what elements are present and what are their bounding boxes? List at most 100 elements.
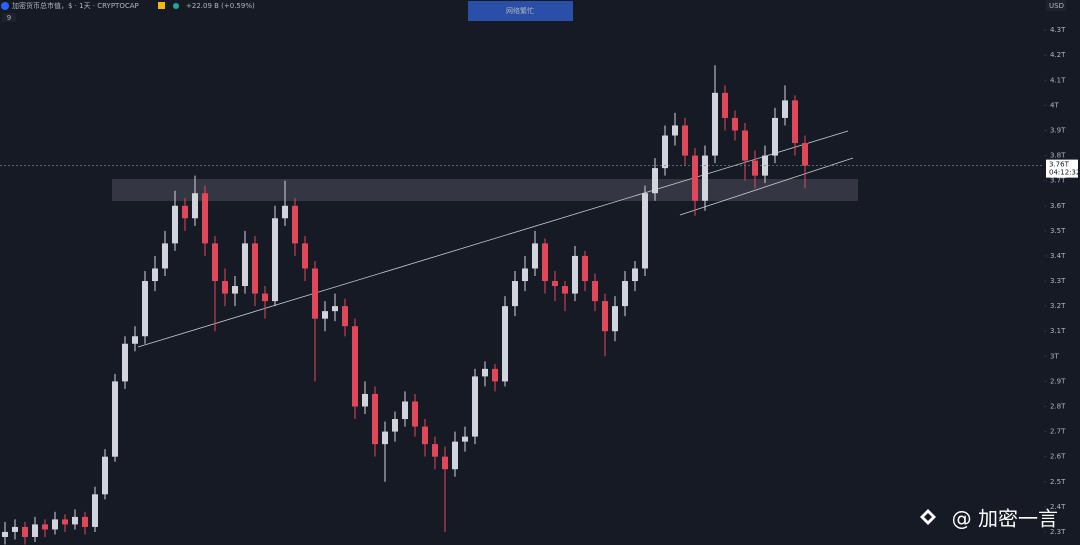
- countdown: 04:12:32: [1049, 169, 1080, 177]
- candle-body: [642, 193, 648, 269]
- candle-body: [42, 524, 48, 530]
- y-tick-label: 2.5T: [1050, 478, 1066, 486]
- trendline: [679, 157, 854, 216]
- candle-body: [672, 125, 678, 136]
- candle-body: [582, 255, 588, 282]
- y-tick-label: 3.7T: [1050, 177, 1066, 185]
- candle-body: [282, 205, 288, 219]
- candle-body: [402, 401, 408, 420]
- candle-body: [152, 268, 158, 282]
- candle-body: [162, 243, 168, 269]
- candle-body: [702, 155, 708, 201]
- candle-body: [472, 376, 478, 437]
- last-price-label: 3.76T: [1049, 161, 1070, 169]
- candle-body: [12, 526, 18, 532]
- candle-body: [22, 526, 28, 537]
- y-tick-label: 2.9T: [1050, 377, 1066, 385]
- candle-body: [122, 343, 128, 382]
- candle-body: [352, 326, 358, 407]
- candle-body: [202, 193, 208, 244]
- candle-body: [532, 243, 538, 269]
- y-tick-label: 2.8T: [1050, 402, 1066, 410]
- candle-body: [592, 281, 598, 302]
- flag-icon: [158, 2, 165, 9]
- zone: [112, 179, 858, 201]
- watermark: @ 加密一言: [952, 507, 1058, 531]
- y-tick-label: 3.6T: [1050, 202, 1066, 210]
- y-tick-label: 4.2T: [1050, 51, 1066, 59]
- candle-body: [342, 306, 348, 327]
- currency: USD: [1049, 2, 1064, 10]
- candle-body: [242, 243, 248, 287]
- y-tick-label: 2.3T: [1050, 528, 1066, 536]
- candle-body: [272, 218, 278, 302]
- candle-body: [292, 205, 298, 244]
- candle-body: [502, 306, 508, 382]
- candle-body: [462, 436, 468, 442]
- candle-body: [102, 456, 108, 495]
- currency-box: [1046, 0, 1066, 11]
- candle-body: [552, 281, 558, 287]
- candle-body: [682, 125, 688, 156]
- candle-body: [802, 143, 808, 166]
- header-title: 加密货币总市值，$ · 1天 · CRYPTOCAP: [12, 1, 139, 10]
- status-dot: [173, 3, 179, 9]
- busy-button-label[interactable]: 网络繁忙: [506, 6, 534, 15]
- candle-body: [32, 524, 38, 537]
- candle-body: [612, 306, 618, 332]
- candle-body: [482, 368, 488, 377]
- candle-body: [112, 381, 118, 457]
- y-tick-label: 3.5T: [1050, 227, 1066, 235]
- candle-body: [412, 401, 418, 427]
- candle-body: [192, 193, 198, 219]
- candle-body: [312, 268, 318, 319]
- y-tick-label: 2.6T: [1050, 453, 1066, 461]
- candle-body: [62, 519, 68, 525]
- candle-body: [52, 519, 58, 530]
- candle-body: [712, 92, 718, 156]
- candle-body: [392, 419, 398, 432]
- candle-body: [92, 494, 98, 527]
- y-tick-label: 2.4T: [1050, 503, 1066, 511]
- last-price-tag: [1046, 159, 1078, 178]
- candle-body: [782, 100, 788, 118]
- y-tick-label: 3.1T: [1050, 327, 1066, 335]
- candle-body: [172, 205, 178, 244]
- watermark-logo: [920, 509, 936, 525]
- y-tick-label: 3.9T: [1050, 126, 1066, 134]
- candle-body: [452, 441, 458, 470]
- candle-body: [252, 243, 258, 294]
- y-tick-label: 2.7T: [1050, 428, 1066, 436]
- candle-body: [322, 311, 328, 319]
- candle-body: [692, 155, 698, 201]
- candle-body: [742, 130, 748, 161]
- candle-body: [602, 301, 608, 332]
- candle-body: [182, 205, 188, 219]
- candle-body: [772, 117, 778, 156]
- candle-body: [492, 368, 498, 382]
- candle-body: [432, 444, 438, 457]
- candle-body: [362, 393, 368, 407]
- candle-body: [382, 431, 388, 445]
- candle-body: [572, 255, 578, 294]
- candle-body: [232, 286, 238, 294]
- candle-body: [622, 281, 628, 307]
- candle-body: [732, 117, 738, 131]
- symbol-icon: [1, 2, 9, 10]
- candle-body: [2, 531, 8, 537]
- candle-body: [262, 293, 268, 302]
- candle-body: [422, 426, 428, 445]
- candle-body: [332, 306, 338, 312]
- busy-button[interactable]: [468, 1, 573, 21]
- candle-body: [662, 135, 668, 169]
- interval-badge: 9: [7, 14, 11, 22]
- candle-body: [142, 281, 148, 337]
- candle-body: [132, 336, 138, 344]
- header-change: +22.09 B (+0.59%): [186, 2, 255, 10]
- candle-body: [632, 268, 638, 282]
- candle-body: [512, 281, 518, 307]
- candle-body: [522, 268, 528, 282]
